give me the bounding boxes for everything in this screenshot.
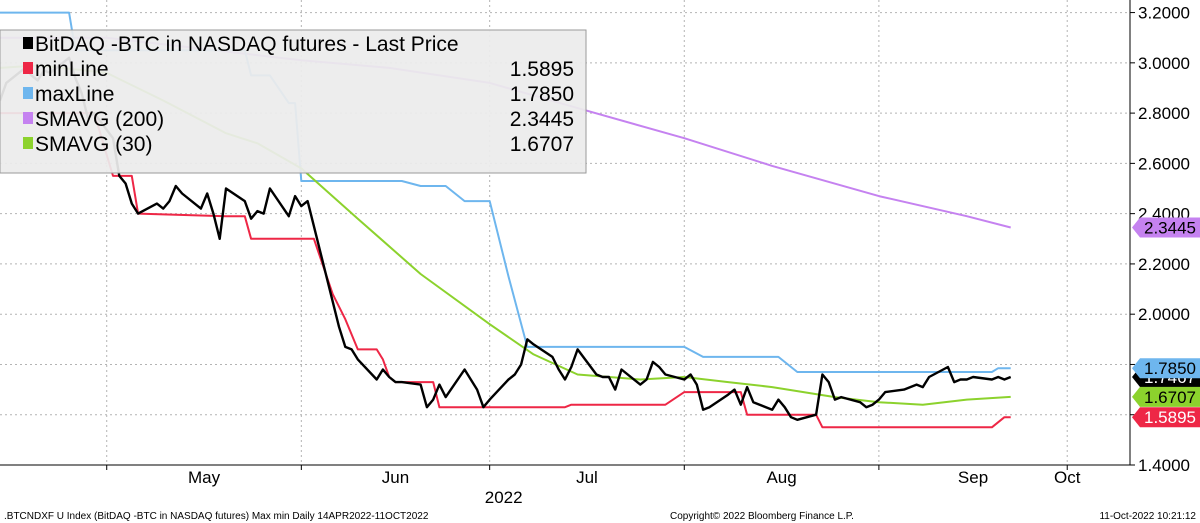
x-year-label: 2022 bbox=[485, 488, 523, 507]
legend-value: 1.5895 bbox=[510, 58, 574, 81]
footer-source: .BTCNDXF U Index (BitDAQ -BTC in NASDAQ … bbox=[4, 511, 429, 522]
legend-box bbox=[0, 29, 587, 174]
legend-value: 1.7850 bbox=[510, 83, 574, 106]
y-tick-label: 2.2000 bbox=[1138, 255, 1190, 274]
legend-swatch bbox=[23, 62, 33, 74]
last-value-tag-bg bbox=[1132, 217, 1200, 238]
x-axis-ticks: May Jun Jul Aug Sep Oct 2022 bbox=[106, 465, 1081, 507]
footer: .BTCNDXF U Index (BitDAQ -BTC in NASDAQ … bbox=[4, 511, 1196, 522]
series-line-0 bbox=[0, 56, 1012, 421]
last-value-tag-text: 1.7850 bbox=[1144, 359, 1196, 378]
last-value-tag-bg bbox=[1132, 386, 1200, 407]
legend-value: 1.6707 bbox=[510, 133, 574, 156]
legend-swatch bbox=[23, 137, 33, 149]
footer-copyright: Copyright© 2022 Bloomberg Finance L.P. bbox=[670, 511, 854, 522]
plot-frame bbox=[0, 0, 1131, 466]
legend-label: minLine bbox=[35, 58, 109, 81]
x-tick-label: Aug bbox=[766, 468, 796, 487]
y-tick-label: 2.6000 bbox=[1138, 154, 1190, 173]
last-value-tag: 2.3445 bbox=[1132, 217, 1200, 238]
last-value-tag-text: 2.3445 bbox=[1144, 218, 1196, 237]
last-value-tag: 1.7850 bbox=[1132, 358, 1200, 379]
legend-swatch bbox=[23, 112, 33, 124]
y-tick-label: 1.4000 bbox=[1138, 456, 1190, 475]
legend-label: BitDAQ -BTC in NASDAQ futures - Last Pri… bbox=[35, 33, 459, 56]
legend: BitDAQ -BTC in NASDAQ futures - Last Pri… bbox=[0, 29, 587, 174]
y-tick-label: 2.0000 bbox=[1138, 305, 1190, 324]
legend-value: 2.3445 bbox=[510, 108, 574, 131]
x-tick-label: Jul bbox=[576, 468, 598, 487]
last-value-tag-bg bbox=[1132, 358, 1200, 379]
x-tick-label: Sep bbox=[958, 468, 988, 487]
footer-timestamp: 11-Oct-2022 10:21:12 bbox=[1099, 511, 1196, 522]
legend-label: SMAVG (200) bbox=[35, 108, 164, 131]
last-value-tag: 1.6707 bbox=[1132, 386, 1200, 407]
y-tick-label: 2.8000 bbox=[1138, 104, 1190, 123]
x-tick-label: Oct bbox=[1054, 468, 1081, 487]
last-value-tag-text: 1.5895 bbox=[1144, 408, 1196, 427]
last-value-tag-bg bbox=[1132, 407, 1200, 428]
x-tick-label: May bbox=[188, 468, 221, 487]
y-tick-label: 3.0000 bbox=[1138, 54, 1190, 73]
legend-swatch bbox=[23, 37, 33, 49]
legend-swatch bbox=[23, 87, 33, 99]
last-value-tag-text: 1.6707 bbox=[1144, 388, 1196, 407]
last-value-tag: 1.5895 bbox=[1132, 407, 1200, 428]
legend-label: SMAVG (30) bbox=[35, 133, 152, 156]
legend-label: maxLine bbox=[35, 83, 114, 106]
y-tick-label: 3.2000 bbox=[1138, 4, 1190, 23]
x-tick-label: Jun bbox=[382, 468, 409, 487]
